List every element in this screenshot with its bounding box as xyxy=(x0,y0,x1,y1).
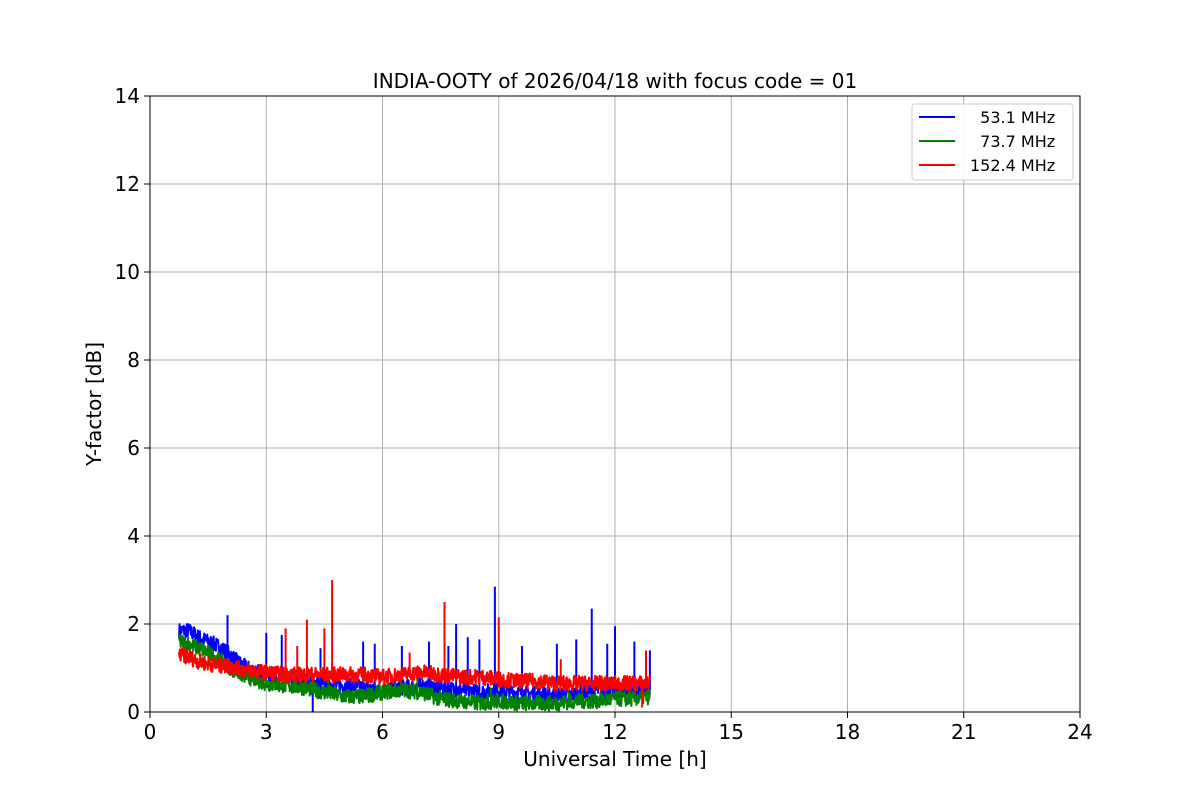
y-tick-label: 10 xyxy=(115,260,140,284)
x-tick-label: 15 xyxy=(719,720,744,744)
x-tick-label: 6 xyxy=(376,720,389,744)
x-tick-label: 24 xyxy=(1067,720,1092,744)
y-tick-label: 6 xyxy=(127,436,140,460)
y-tick-label: 0 xyxy=(127,700,140,724)
x-tick-label: 12 xyxy=(602,720,627,744)
legend-label: 152.4 MHz xyxy=(970,156,1055,175)
x-axis-label: Universal Time [h] xyxy=(523,747,706,771)
y-tick-label: 4 xyxy=(127,524,140,548)
series-line xyxy=(178,647,651,692)
x-tick-label: 9 xyxy=(492,720,505,744)
y-tick-label: 2 xyxy=(127,612,140,636)
y-axis-label: Y-factor [dB] xyxy=(82,342,106,467)
x-tick-label: 3 xyxy=(260,720,273,744)
y-tick-label: 14 xyxy=(115,84,140,108)
legend-label: 53.1 MHz xyxy=(970,108,1055,127)
series-3 xyxy=(178,580,651,708)
chart-title: INDIA-OOTY of 2026/04/18 with focus code… xyxy=(373,69,857,93)
legend-label: 73.7 MHz xyxy=(970,132,1055,151)
x-tick-label: 18 xyxy=(835,720,860,744)
legend: 53.1 MHz 73.7 MHz 152.4 MHz xyxy=(911,103,1074,181)
y-tick-label: 8 xyxy=(127,348,140,372)
legend-box xyxy=(911,103,1074,181)
x-tick-label: 21 xyxy=(951,720,976,744)
x-tick-label: 0 xyxy=(144,720,157,744)
series-group xyxy=(178,580,651,712)
y-tick-label: 12 xyxy=(115,172,140,196)
